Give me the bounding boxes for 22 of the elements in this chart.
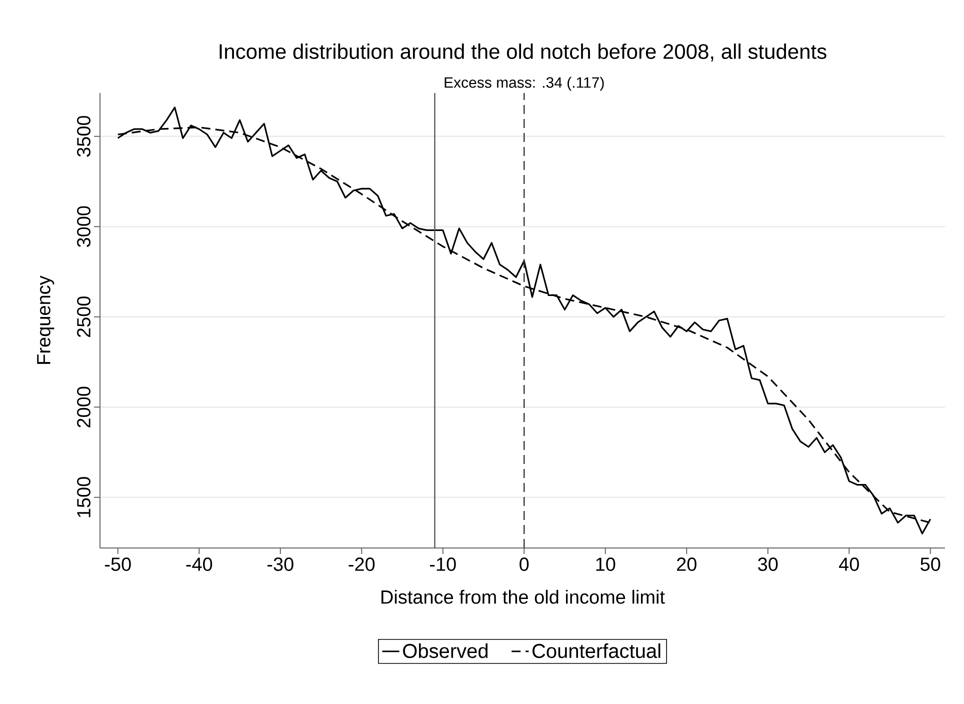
y-tick-label: 1500 xyxy=(77,477,90,518)
x-tick-label: -40 xyxy=(186,558,212,571)
legend-label: Observed xyxy=(403,643,488,658)
x-tick-label: 30 xyxy=(758,558,778,571)
y-axis-title: Frequency xyxy=(37,276,54,364)
x-tick-label: 40 xyxy=(838,558,859,571)
x-axis-title: Distance from the old income limit xyxy=(382,590,665,604)
y-tick-label: 2000 xyxy=(77,386,90,428)
y-tick-label: 3500 xyxy=(77,116,90,157)
ref-line-label: Excess mass: .34 (.117) xyxy=(444,76,604,91)
x-tick-label: 10 xyxy=(596,558,616,571)
y-tick-label: 3000 xyxy=(77,206,90,248)
x-tick-label: 20 xyxy=(677,558,696,571)
legend-label: Counterfactual xyxy=(532,643,660,658)
x-tick-label: 50 xyxy=(920,558,940,571)
x-tick-label: -30 xyxy=(267,558,294,571)
x-tick-label: -50 xyxy=(105,558,131,571)
chart-title: Income distribution around the old notch before 2008, all students xyxy=(220,44,826,62)
x-tick-label: -10 xyxy=(430,558,456,571)
x-tick-label: -20 xyxy=(348,558,375,571)
x-tick-label: 0 xyxy=(520,558,529,571)
y-tick-label: 2500 xyxy=(77,296,90,338)
